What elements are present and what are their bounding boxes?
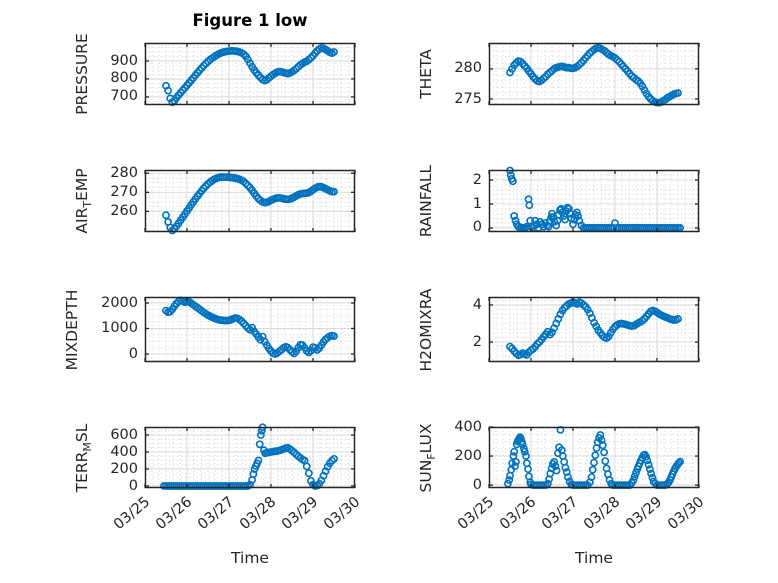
y-tick-label: 260: [110, 202, 138, 219]
y-tick-label: 4: [472, 296, 482, 313]
y-tick-label: 0: [472, 476, 482, 493]
x-tick-label: 03/29: [278, 494, 322, 534]
subplot-terr-msl: 0 200 400 600 TERRMSL 03/25 03/26 03/27 03/28 03/…: [73, 423, 363, 567]
y-axis-label-rainfall: RAINFALL: [417, 165, 435, 237]
x-tick-label: 03/25: [110, 494, 154, 534]
y-axis-label-subscript: M: [81, 441, 94, 452]
y-axis-label-air-temp: AIRTEMP: [73, 168, 94, 234]
x-axis-label: Time: [231, 549, 269, 567]
data-points: [162, 173, 338, 235]
y-tick-label: 900: [110, 52, 138, 69]
x-tick-label: 03/26: [152, 494, 196, 534]
y-tick-label: 200: [110, 460, 138, 477]
y-tick-label: 700: [110, 88, 138, 105]
y-axis-label-subscript: T: [81, 200, 94, 208]
y-tick-label: 0: [472, 219, 482, 236]
plot-frame: [144, 296, 356, 363]
y-axis-label-text: RAINFALL: [417, 164, 435, 238]
subplot-sun-flux: 0 200 400 SUNFLUX 03/25 03/26 03/27 03/28 03/29 0…: [417, 419, 707, 568]
y-tick-label: 400: [454, 418, 482, 435]
plot-area-rainfall: [488, 166, 700, 233]
x-tick-label: 03/28: [580, 494, 624, 534]
y-axis-label-h2omixra: H2OMIXRA: [417, 288, 435, 371]
y-axis-label-text: LUX: [417, 423, 435, 453]
plot-frame: [488, 169, 700, 233]
y-tick-label: 270: [110, 183, 138, 200]
y-tick-label: 2: [472, 171, 482, 188]
subplot-rainfall: 0 1 2 RAINFALL: [417, 165, 700, 237]
y-tick-label: 275: [454, 90, 482, 107]
plot-frame: [488, 42, 700, 106]
plot-area-h2omixra: [488, 296, 700, 363]
data-points: [159, 423, 338, 490]
plot-frame: [488, 426, 700, 489]
x-tick-label: 03/30: [320, 494, 364, 534]
y-tick-label: 200: [454, 447, 482, 464]
x-tick-label: 03/26: [496, 494, 540, 534]
data-points: [506, 43, 682, 107]
y-axis-label-text: AIR: [73, 207, 91, 234]
plot-area-sun-flux: [488, 426, 700, 489]
y-axis-label-text: EMP: [73, 168, 91, 201]
plot-frame: [144, 426, 356, 489]
subplot-mixdepth: 0 1000 2000 MIXDEPTH: [63, 289, 356, 370]
y-axis-label-sun-flux: SUNFLUX: [417, 423, 438, 492]
y-axis-label-text: TERR: [73, 451, 91, 492]
y-axis-label-text: MIXDEPTH: [63, 289, 81, 370]
x-tick-label: 03/28: [236, 494, 280, 534]
y-axis-label-text: H2OMIXRA: [417, 287, 435, 372]
y-tick-label: 1: [472, 195, 482, 212]
y-tick-label: 0: [128, 477, 138, 494]
y-tick-label: 280: [110, 164, 138, 181]
y-axis-label-text: PRESSURE: [73, 33, 91, 115]
y-tick-label: 1000: [101, 320, 138, 336]
figure-title: Figure 1 low: [192, 11, 308, 30]
plot-area-theta: [488, 42, 700, 107]
plot-frame: [144, 169, 356, 233]
y-axis-label-terr-msl: TERRMSL: [73, 423, 94, 492]
x-tick-label: 03/27: [538, 494, 582, 534]
y-tick-label: 2000: [101, 294, 138, 311]
x-tick-label: 03/29: [622, 494, 666, 534]
data-points: [503, 426, 684, 489]
x-tick-label: 03/27: [194, 494, 238, 534]
y-axis-label-text: SUN: [417, 459, 435, 492]
data-points: [162, 296, 338, 358]
subplot-h2omixra: 2 4 H2OMIXRA: [417, 288, 700, 371]
data-points: [162, 44, 338, 107]
plot-area-air-temp: [144, 169, 356, 235]
plot-area-pressure: [144, 42, 356, 107]
y-tick-label: 600: [110, 426, 138, 443]
data-points: [506, 298, 682, 360]
x-tick-label: 03/30: [664, 494, 708, 534]
x-axis-label: Time: [575, 549, 613, 567]
grid-major: [145, 170, 355, 232]
x-tick-label: 03/25: [454, 494, 498, 534]
grid-minor: [145, 297, 355, 362]
y-tick-label: 280: [454, 60, 482, 77]
grid-minor: [489, 169, 699, 232]
subplot-air-temp: 260 270 280 AIRTEMP: [73, 165, 356, 235]
subplot-pressure: 700 800 900 PRESSURE: [73, 33, 356, 115]
y-tick-label: 2: [472, 333, 482, 350]
y-axis-label-text: THETA: [417, 49, 435, 99]
y-tick-label: 400: [110, 443, 138, 460]
y-axis-label-pressure: PRESSURE: [73, 33, 91, 115]
subplot-theta: 275 280 THETA: [417, 42, 700, 107]
y-tick-label: 0: [128, 345, 138, 362]
y-axis-label-mixdepth: MIXDEPTH: [63, 289, 81, 370]
y-axis-label-subscript: F: [425, 452, 438, 460]
plot-frame: [488, 296, 700, 363]
y-axis-label-theta: THETA: [417, 49, 435, 99]
plot-area-mixdepth: [144, 296, 356, 363]
plot-area-terr-msl: [144, 423, 356, 490]
plot-frame: [144, 42, 356, 106]
y-tick-label: 800: [110, 70, 138, 87]
y-axis-label-text: SL: [73, 423, 91, 442]
